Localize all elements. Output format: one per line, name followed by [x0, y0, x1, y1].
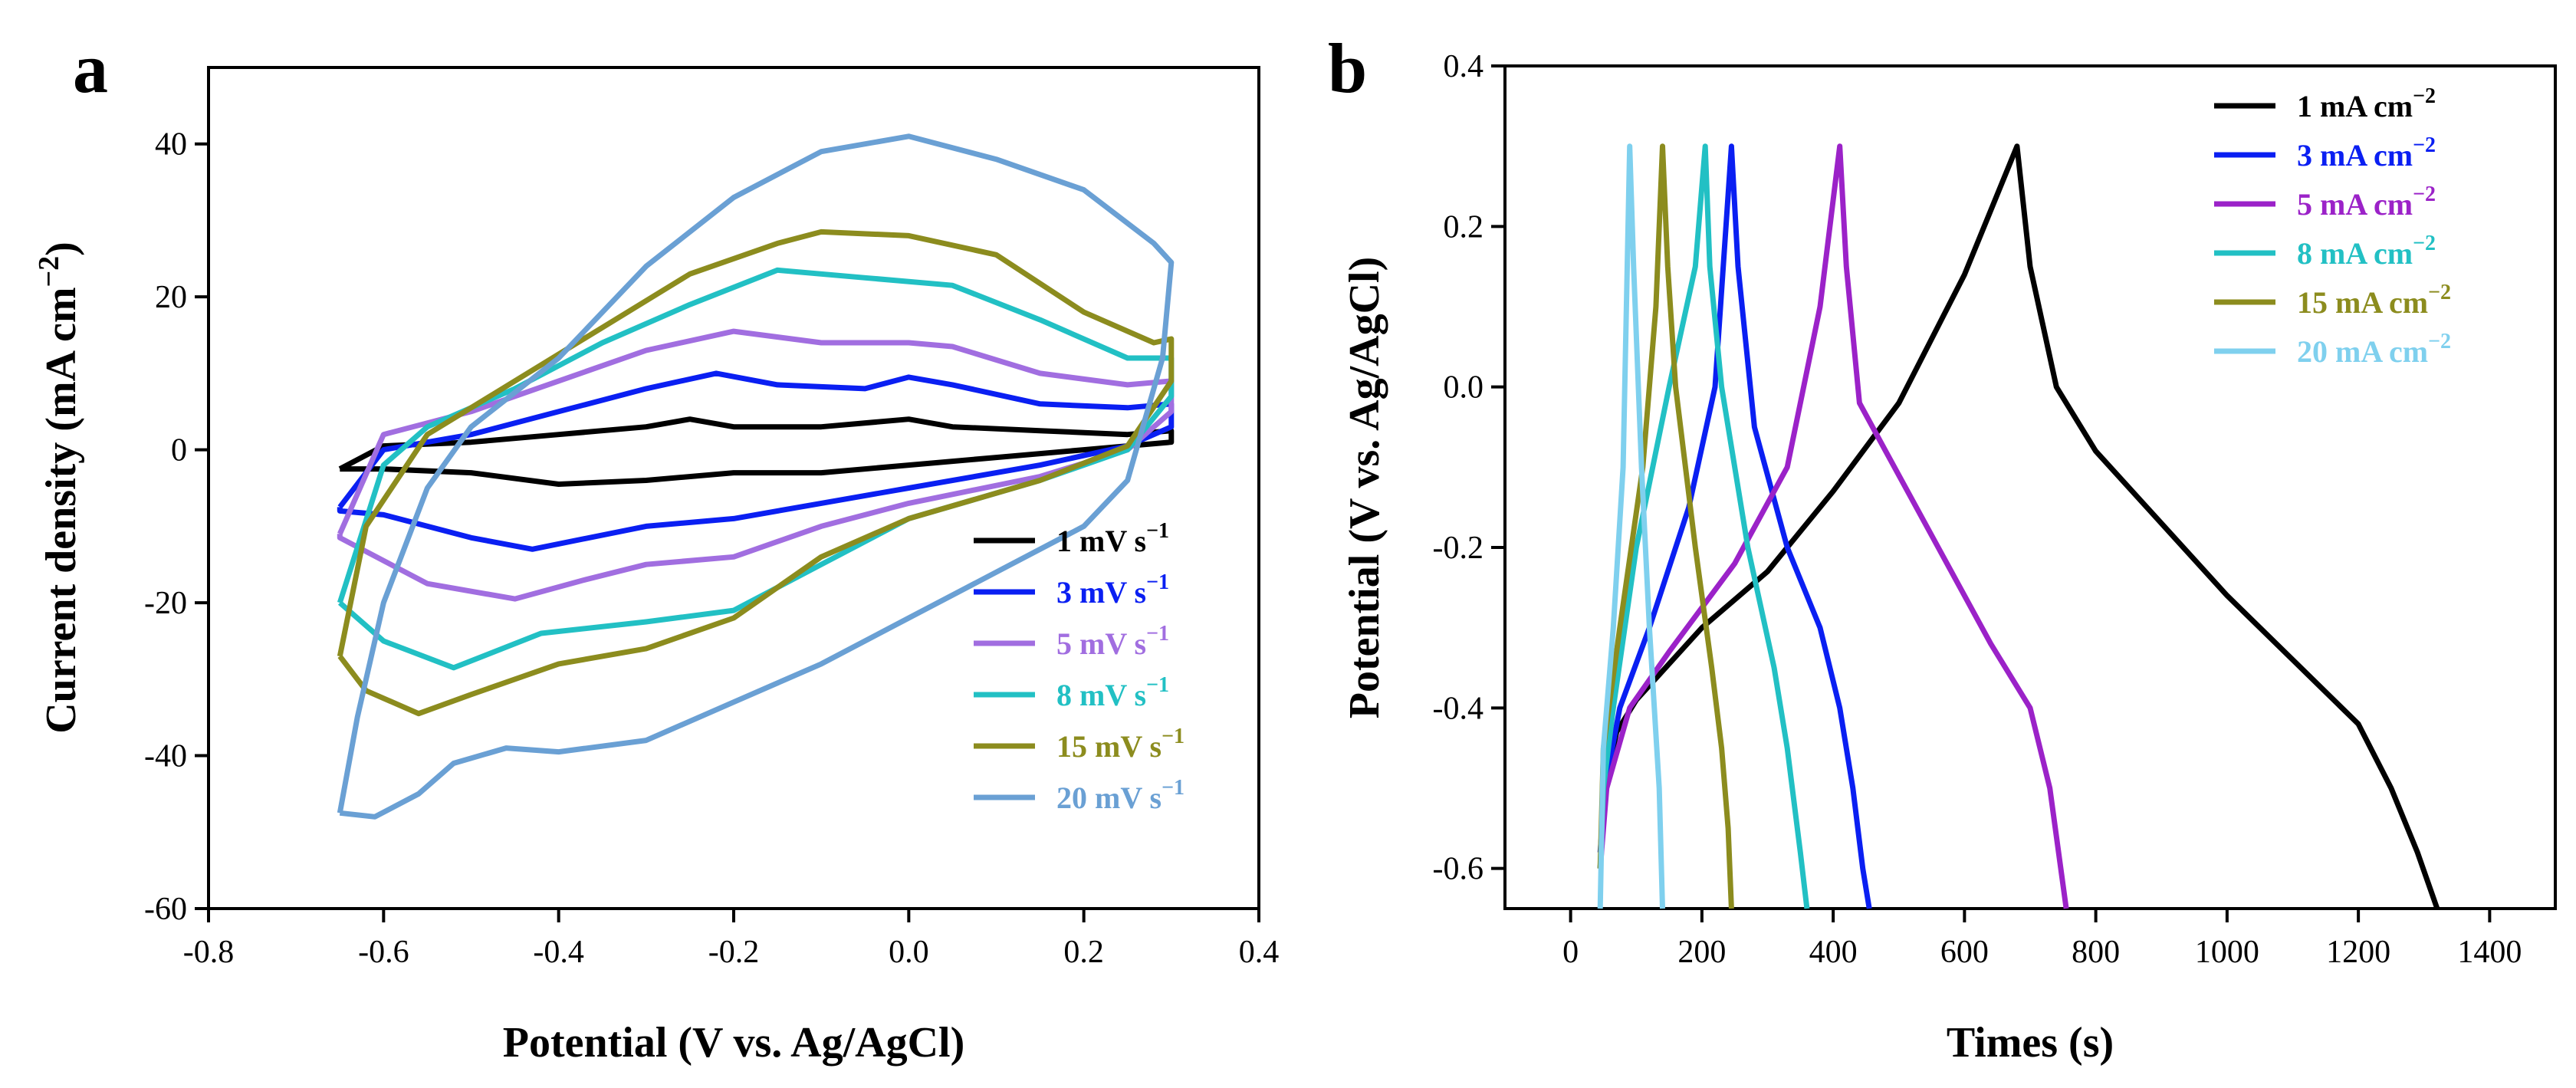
legend-label-sup: −1: [1146, 519, 1169, 543]
legend-label-b-0: 1 mA cm−2: [2297, 84, 2436, 123]
legend-label-text: 1 mA cm: [2297, 89, 2413, 123]
panel-b-x-tick-label: 200: [1677, 935, 1726, 970]
panel-a-y-tick-label: 20: [155, 280, 187, 315]
legend-label-text: 20 mV s: [1056, 781, 1162, 815]
legend-label-sup: −2: [2413, 182, 2436, 206]
panel-a-x-tick-label: -0.8: [183, 935, 235, 970]
legend-label-text: 1 mV s: [1056, 524, 1146, 558]
legend-label-b-2: 5 mA cm−2: [2297, 182, 2436, 222]
panel-a-y-axis-label: Current density (mA cm−2): [33, 242, 85, 734]
panel-b-series-5-ma-cm-2: [1597, 143, 2069, 909]
legend-label-sup: −1: [1162, 725, 1184, 748]
panel-b-series-3-ma-cm-2: [1597, 143, 1872, 909]
panel-b-y-ticks: -0.6 -0.4 -0.2 0.0 0.2 0.4: [1433, 49, 1505, 887]
legend-label-sup: −1: [1162, 776, 1184, 800]
panel-b-label: b: [1328, 29, 1367, 107]
panel-b-x-tick-label: 0: [1562, 935, 1579, 970]
panel-b-series-15-ma-cm-2: [1597, 143, 1734, 909]
panel-b-x-tick-label: 600: [1940, 935, 1989, 970]
panel-b-y-tick-label: -0.6: [1433, 852, 1484, 887]
legend-label-b-3: 8 mA cm−2: [2297, 232, 2436, 271]
legend-label-text: 20 mA cm: [2297, 334, 2428, 369]
panel-b-x-ticks: 0 200 400 600 800 1000 1200 1400: [1562, 909, 2522, 970]
panel-a-x-axis-label: Potential (V vs. Ag/AgCl): [503, 1019, 965, 1067]
panel-a: a -0.8 -0.6 -0.4 -0.2 0.0 0.2 0.4 -60 -40 -20 0 20…: [33, 29, 1279, 1067]
legend-label-text: 8 mV s: [1056, 678, 1146, 712]
panel-a-series-1-mv-s-1: [338, 416, 1175, 487]
legend-label-b-4: 15 mA cm−2: [2297, 281, 2451, 320]
panel-a-x-tick-label: -0.6: [358, 935, 409, 970]
panel-a-x-tick-label: -0.4: [533, 935, 584, 970]
legend-label-text: 8 mA cm: [2297, 236, 2413, 271]
legend-label-text: 5 mA cm: [2297, 187, 2413, 222]
legend-label-text: 15 mV s: [1056, 729, 1162, 764]
panel-a-series-20-mv-s-1: [337, 133, 1175, 820]
panel-a-legend: 1 mV s−13 mV s−15 mV s−18 mV s−115 mV s−…: [974, 519, 1184, 815]
panel-b: b 0 200 400 600 800 1000 1200 1400 -0.6 -0.4 -0.2…: [1328, 29, 2557, 1067]
panel-a-y-tick-label: -20: [144, 586, 187, 621]
legend-label-a-2: 5 mV s−1: [1056, 622, 1169, 661]
legend-label-a-1: 3 mV s−1: [1056, 570, 1169, 610]
panel-a-curves: [337, 133, 1175, 820]
legend-label-sup: −1: [1146, 673, 1169, 697]
panel-b-y-tick-label: 0.2: [1444, 209, 1484, 245]
panel-b-x-tick-label: 1000: [2195, 935, 2259, 970]
panel-a-series-8-mv-s-1: [337, 267, 1175, 671]
panel-b-y-tick-label: -0.2: [1433, 531, 1484, 566]
panel-b-y-axis-label: Potential (V vs. Ag/AgCl): [1341, 257, 1388, 719]
panel-a-y-ticks: -60 -40 -20 0 20 40: [144, 127, 209, 927]
panel-b-legend: 1 mA cm−23 mA cm−25 mA cm−28 mA cm−215 m…: [2214, 84, 2451, 369]
panel-a-y-tick-label: -40: [144, 739, 187, 774]
panel-a-label: a: [73, 29, 108, 107]
panel-b-series-20-ma-cm-2: [1597, 143, 1665, 909]
legend-label-a-4: 15 mV s−1: [1056, 725, 1184, 764]
panel-a-x-ticks: -0.8 -0.6 -0.4 -0.2 0.0 0.2 0.4: [183, 909, 1280, 970]
panel-b-x-axis-label: Times (s): [1947, 1019, 2114, 1067]
panel-b-y-tick-label: 0.4: [1444, 49, 1484, 84]
panel-a-x-tick-label: 0.0: [889, 935, 929, 970]
panel-b-x-tick-label: 400: [1809, 935, 1858, 970]
panel-a-series-15-mv-s-1: [337, 228, 1175, 717]
legend-label-sup: −2: [2413, 133, 2436, 157]
panel-a-x-tick-label: 0.4: [1239, 935, 1280, 970]
legend-label-text: 3 mV s: [1056, 575, 1146, 610]
panel-a-y-tick-label: -60: [144, 892, 187, 927]
panel-b-x-tick-label: 800: [2072, 935, 2120, 970]
panel-b-series-8-ma-cm-2: [1597, 143, 1810, 909]
panel-a-y-tick-label: 40: [155, 127, 187, 163]
legend-label-sup: −1: [1146, 570, 1169, 594]
legend-label-b-1: 3 mA cm−2: [2297, 133, 2436, 173]
panel-a-y-tick-label: 0: [171, 433, 187, 468]
panel-a-series-3-mv-s-1: [337, 370, 1175, 552]
legend-label-sup: −2: [2413, 84, 2436, 108]
panel-b-x-tick-label: 1400: [2457, 935, 2522, 970]
panel-b-y-tick-label: 0.0: [1444, 370, 1484, 406]
panel-a-x-tick-label: 0.2: [1063, 935, 1104, 970]
panel-b-curves: [1597, 143, 2440, 910]
panel-a-x-tick-label: -0.2: [708, 935, 760, 970]
legend-label-sup: −2: [2428, 281, 2451, 304]
legend-label-text: 5 mV s: [1056, 626, 1146, 661]
panel-b-x-tick-label: 1200: [2326, 935, 2390, 970]
legend-label-a-3: 8 mV s−1: [1056, 673, 1169, 712]
legend-label-text: 3 mA cm: [2297, 138, 2413, 173]
panel-a-y-axis-label-sup: −2: [33, 256, 65, 288]
legend-label-sup: −2: [2413, 232, 2436, 255]
panel-b-frame: [1503, 64, 2557, 910]
legend-label-text: 15 mA cm: [2297, 285, 2428, 320]
legend-label-a-0: 1 mV s−1: [1056, 519, 1169, 558]
panel-b-series-1-ma-cm-2: [1597, 143, 2440, 910]
panel-a-y-axis-label-end: ): [38, 242, 85, 256]
panel-b-y-tick-label: -0.4: [1433, 691, 1484, 726]
panel-a-y-axis-label-main: Current density (mA cm: [38, 288, 85, 734]
legend-label-a-5: 20 mV s−1: [1056, 776, 1184, 815]
legend-label-b-5: 20 mA cm−2: [2297, 330, 2451, 369]
legend-label-sup: −1: [1146, 622, 1169, 646]
legend-label-sup: −2: [2428, 330, 2451, 353]
